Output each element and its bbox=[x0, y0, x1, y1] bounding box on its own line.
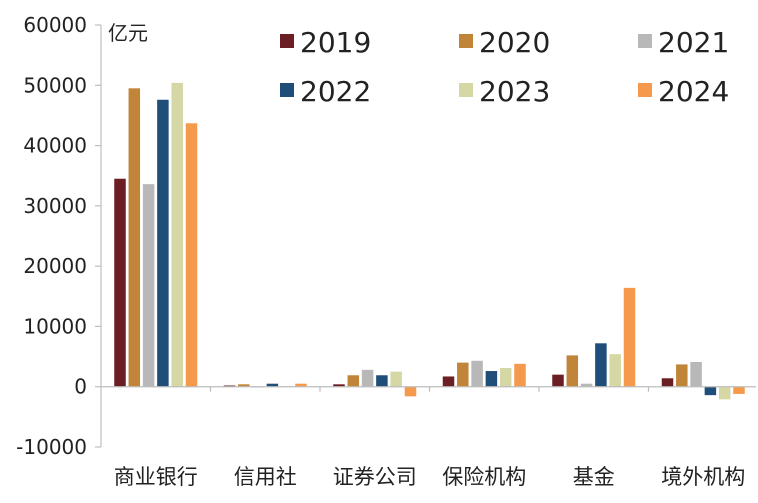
bar-series bbox=[114, 82, 745, 400]
bar-2020 bbox=[238, 384, 250, 387]
bar-2020 bbox=[457, 362, 469, 387]
bar-2020 bbox=[566, 355, 579, 387]
y-tick-label: -10000 bbox=[16, 435, 87, 459]
bar-2019 bbox=[661, 378, 674, 387]
x-tick-label: 保险机构 bbox=[442, 465, 526, 489]
legend-swatch-2021 bbox=[638, 34, 652, 48]
bar-2023 bbox=[171, 82, 183, 387]
x-tick-label: 信用社 bbox=[234, 465, 297, 489]
bar-2024 bbox=[404, 386, 417, 397]
bar-2022 bbox=[485, 371, 498, 387]
x-tick-label: 商业银行 bbox=[114, 465, 198, 489]
bar-2021 bbox=[142, 184, 155, 387]
y-axis-ticks: -10000 0 10000 20000 30000 40000 50000 60000 bbox=[16, 13, 101, 459]
y-tick-label: 10000 bbox=[23, 314, 87, 338]
bar-2019 bbox=[114, 178, 126, 387]
legend-label-2020: 2020 bbox=[479, 26, 550, 59]
legend-label-2022: 2022 bbox=[300, 75, 371, 108]
legend-swatch-2024 bbox=[638, 83, 652, 97]
bar-2019 bbox=[333, 384, 345, 387]
y-tick-label: 60000 bbox=[23, 13, 87, 37]
bar-2020 bbox=[128, 88, 141, 387]
legend-swatch-2019 bbox=[280, 34, 294, 48]
x-tick-label: 证券公司 bbox=[333, 465, 417, 489]
bar-2023 bbox=[390, 371, 402, 387]
bar-2020 bbox=[347, 375, 360, 387]
bar-2019 bbox=[442, 376, 455, 387]
legend-label-2024: 2024 bbox=[658, 75, 729, 108]
y-tick-label: 0 bbox=[74, 375, 87, 399]
bar-2023 bbox=[609, 354, 621, 387]
legend-label-2023: 2023 bbox=[479, 75, 550, 108]
bar-2021 bbox=[361, 369, 374, 387]
bar-2022 bbox=[157, 99, 169, 387]
bar-2021 bbox=[690, 362, 702, 387]
legend-swatch-2020 bbox=[459, 34, 473, 48]
legend-label-2019: 2019 bbox=[300, 26, 371, 59]
bar-2020 bbox=[676, 364, 688, 387]
x-tick-label: 基金 bbox=[573, 465, 615, 489]
bar-2024 bbox=[623, 287, 636, 387]
bar-2024 bbox=[295, 383, 307, 387]
bar-2024 bbox=[185, 123, 198, 387]
bar-2022 bbox=[704, 386, 717, 396]
legend-swatch-2022 bbox=[280, 83, 294, 97]
bar-2022 bbox=[266, 383, 279, 387]
y-axis-unit-label: 亿元 bbox=[108, 21, 148, 45]
x-tick-label: 境外机构 bbox=[661, 465, 745, 489]
legend-label-2021: 2021 bbox=[658, 26, 729, 59]
bar-2019 bbox=[552, 374, 564, 387]
bar-2024 bbox=[514, 363, 526, 387]
x-axis-ticks: 商业银行 信用社 证券公司 保险机构 基金 境外机构 bbox=[114, 386, 745, 489]
y-tick-label: 30000 bbox=[23, 194, 87, 218]
bar-2022 bbox=[595, 343, 607, 387]
bar-2023 bbox=[499, 368, 512, 387]
bar-2022 bbox=[376, 375, 388, 387]
bar-2021 bbox=[580, 383, 593, 387]
bar-2021 bbox=[471, 360, 483, 387]
y-tick-label: 40000 bbox=[23, 134, 87, 158]
legend: 2019 2020 2021 2022 2023 2024 bbox=[280, 26, 729, 108]
y-tick-label: 20000 bbox=[23, 254, 87, 278]
bar-2024 bbox=[733, 386, 745, 394]
legend-swatch-2023 bbox=[459, 83, 473, 97]
bar-2023 bbox=[718, 386, 731, 400]
y-tick-label: 50000 bbox=[23, 73, 87, 97]
